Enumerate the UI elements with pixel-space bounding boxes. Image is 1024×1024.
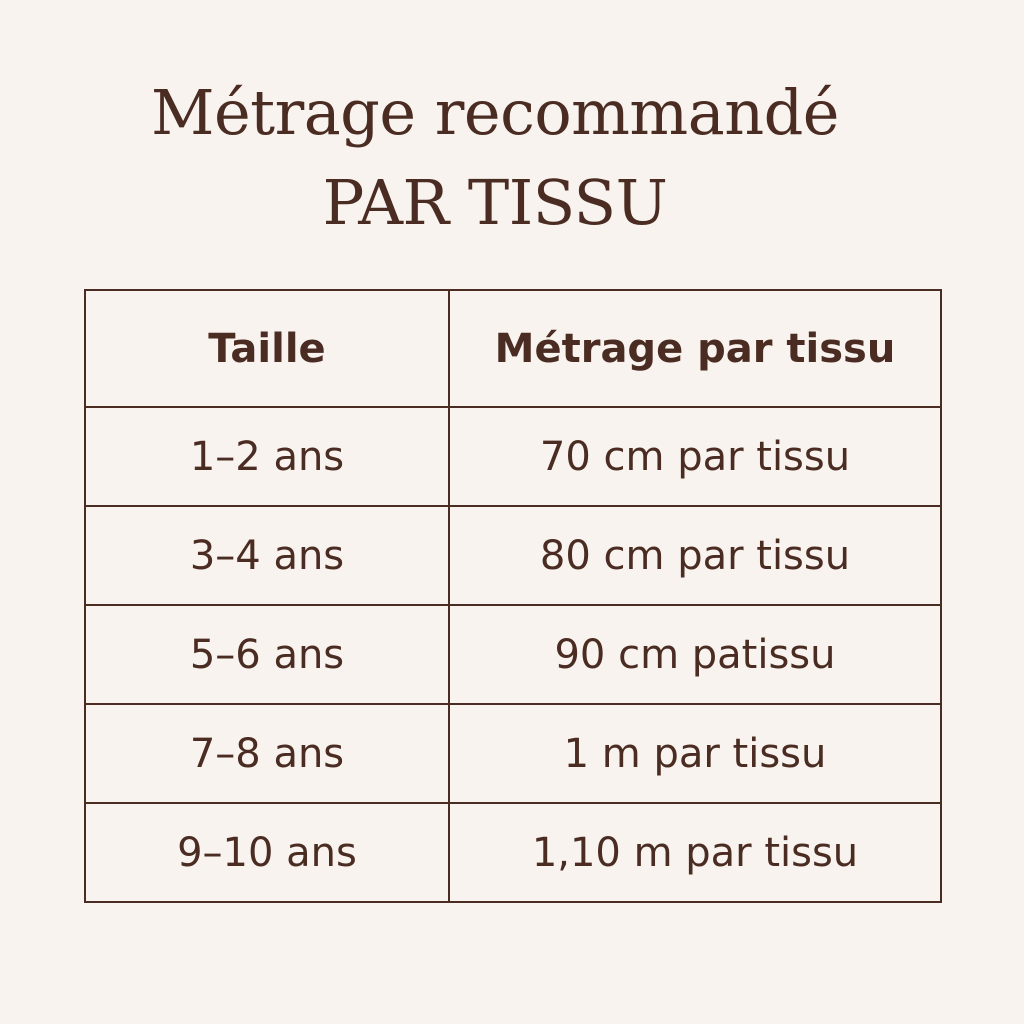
title-line-1: Métrage recommandé xyxy=(150,76,840,149)
cell-length: 70 cm par tissu xyxy=(448,406,942,507)
fabric-table: Taille Métrage par tissu 1–2 ans 70 cm p… xyxy=(84,289,942,903)
title-line-2: PAR TISSU xyxy=(322,166,668,239)
header-length: Métrage par tissu xyxy=(448,289,942,408)
cell-length: 1,10 m par tissu xyxy=(448,802,942,903)
table-row: 7–8 ans 1 m par tissu xyxy=(84,703,942,804)
table-row: 5–6 ans 90 cm patissu xyxy=(84,604,942,705)
cell-size: 5–6 ans xyxy=(84,604,450,705)
cell-length: 90 cm patissu xyxy=(448,604,942,705)
table-row: 3–4 ans 80 cm par tissu xyxy=(84,505,942,606)
cell-size: 3–4 ans xyxy=(84,505,450,606)
header-size: Taille xyxy=(84,289,450,408)
cell-length: 80 cm par tissu xyxy=(448,505,942,606)
table-header-row: Taille Métrage par tissu xyxy=(84,289,942,408)
page-title: Métrage recommandé PAR TISSU xyxy=(0,68,990,248)
cell-size: 1–2 ans xyxy=(84,406,450,507)
cell-size: 7–8 ans xyxy=(84,703,450,804)
table-row: 9–10 ans 1,10 m par tissu xyxy=(84,802,942,903)
cell-length: 1 m par tissu xyxy=(448,703,942,804)
cell-size: 9–10 ans xyxy=(84,802,450,903)
table-row: 1–2 ans 70 cm par tissu xyxy=(84,406,942,507)
